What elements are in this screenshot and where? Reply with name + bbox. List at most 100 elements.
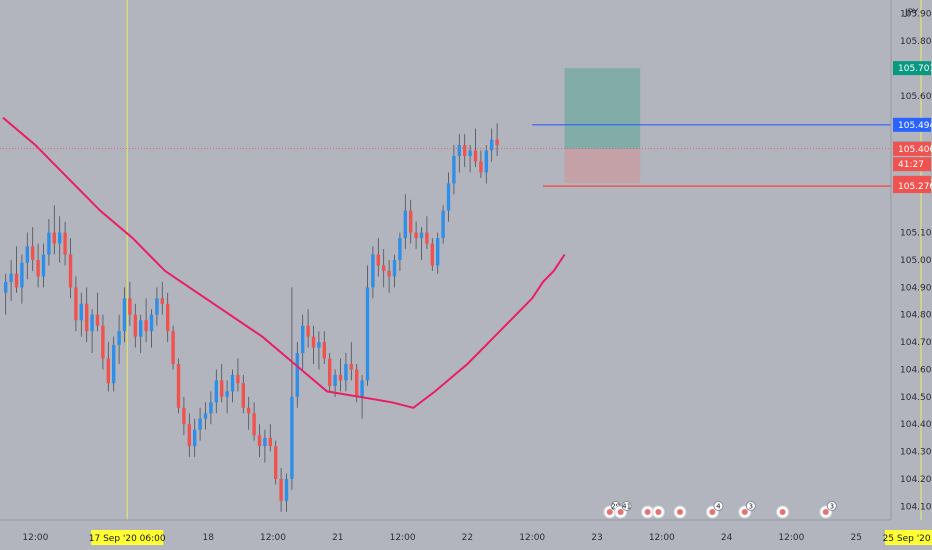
time-tick-label: 12:00 — [649, 533, 675, 543]
price-tick-label: 104.200 — [900, 475, 932, 485]
event-count: 41 — [622, 503, 631, 511]
currency-label: JPY — [904, 8, 919, 18]
candle-body — [490, 139, 494, 151]
candle-body — [371, 254, 375, 288]
candle-body — [230, 374, 235, 392]
candle-body — [198, 418, 202, 430]
candle-body — [36, 260, 40, 277]
event-badge — [745, 501, 756, 511]
price-tag-label: 105.701 — [898, 64, 932, 74]
candle-body — [403, 210, 407, 239]
time-highlight-label: 25 Sep '20 11:00 — [883, 534, 932, 544]
candle-body — [398, 238, 402, 260]
time-tick-label: 12:00 — [519, 533, 545, 543]
candle-body — [360, 380, 364, 397]
candle-body — [203, 413, 208, 419]
price-tick-label: 105.100 — [900, 229, 932, 239]
candle-body — [58, 232, 62, 244]
candle-body — [171, 331, 175, 364]
candle-body — [160, 298, 164, 304]
candle-body — [338, 374, 343, 381]
candle-body — [484, 150, 488, 173]
candle-body — [387, 270, 391, 277]
candle-body — [284, 478, 289, 501]
candle-body — [295, 353, 299, 397]
time-highlight-tag — [885, 530, 932, 545]
event-count: 4 — [716, 503, 721, 511]
candle-body — [322, 342, 326, 359]
candle-body — [430, 243, 434, 266]
time-tick-label: 12:00 — [22, 533, 48, 543]
price-tick-label: 104.800 — [900, 311, 932, 321]
candle-body — [446, 183, 451, 211]
event-badge — [621, 501, 632, 511]
candle-body — [25, 246, 29, 263]
candle-body — [247, 407, 251, 414]
price-tag — [893, 141, 931, 156]
candle-body — [155, 298, 159, 315]
candle-body — [344, 364, 348, 381]
candle-body — [241, 383, 245, 408]
price-tag-label: 105.270 — [898, 182, 932, 192]
event-count: 29 — [611, 503, 620, 511]
candle-body — [214, 380, 218, 403]
candle-body — [301, 325, 305, 354]
candle-body — [106, 358, 110, 384]
position-zones — [564, 68, 641, 183]
target-zone — [564, 68, 641, 149]
candle-body — [463, 145, 467, 156]
time-tick-label: 12:00 — [778, 533, 804, 543]
candle-body — [139, 320, 143, 337]
vertical-marker-lines — [126, 0, 922, 520]
price-tick-label: 104.600 — [900, 365, 932, 375]
event-dot — [655, 509, 662, 515]
candle-body — [9, 273, 13, 282]
candle-body — [31, 246, 35, 260]
event-dot — [709, 509, 716, 515]
event-dot — [644, 509, 651, 515]
candle-body — [457, 145, 461, 156]
candle-body — [193, 429, 197, 447]
candle-body — [209, 402, 213, 414]
candle-body — [182, 407, 186, 425]
candle-body — [14, 273, 19, 288]
time-tick-label: 24 — [721, 533, 733, 543]
price-tick-label: 104.100 — [900, 502, 932, 512]
candle-body — [52, 232, 56, 244]
candle-body — [452, 156, 456, 184]
candle-body — [473, 150, 478, 162]
candle-body — [128, 298, 132, 315]
candle-body — [376, 254, 380, 266]
candle-body — [187, 424, 191, 447]
price-tick-label: 105.800 — [900, 37, 932, 47]
candle-body — [392, 260, 397, 277]
price-tag — [893, 117, 931, 132]
candle-body — [101, 325, 105, 359]
price-tick-label: 104.300 — [900, 448, 932, 458]
economic-events: 29 41 4 3 3 — [603, 501, 837, 519]
candle-body — [349, 364, 353, 370]
candle-body — [479, 161, 483, 173]
event-badge — [826, 501, 837, 511]
candle-body — [90, 314, 94, 332]
time-tick-label: 22 — [462, 533, 473, 543]
price-tag-label: 105.406 — [898, 145, 932, 155]
event-dot — [779, 509, 786, 515]
price-tick-label: 104.900 — [900, 283, 932, 293]
price-tag — [893, 157, 931, 172]
candle-body — [20, 262, 24, 288]
candle-body — [436, 238, 440, 266]
event-dot — [822, 509, 829, 515]
candle-body — [133, 314, 137, 337]
time-tick-label: 12:00 — [260, 533, 286, 543]
candle-body — [166, 303, 170, 332]
price-tick-label: 105.600 — [900, 92, 932, 102]
candle-body — [263, 437, 267, 447]
event-dot — [617, 509, 624, 515]
candle-body — [252, 413, 256, 436]
event-badge — [713, 501, 724, 511]
candle-body — [257, 435, 262, 447]
time-axis[interactable]: 12:00 18 12:00 21 12:00 22 12:00 23 12:00 24 12:00… — [22, 530, 932, 545]
